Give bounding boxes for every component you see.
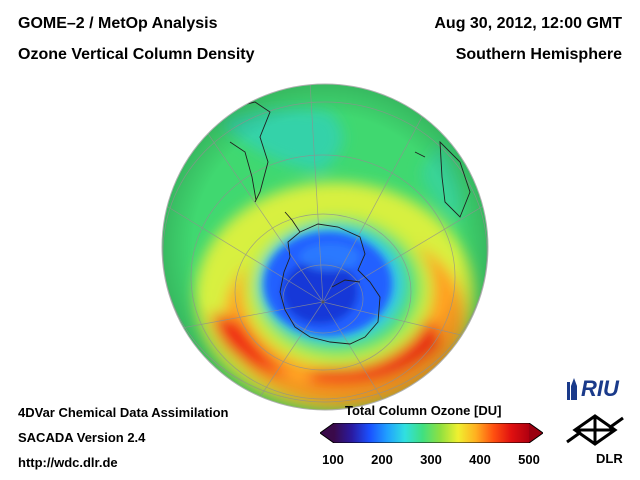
footer-line-2: SACADA Version 2.4 xyxy=(18,430,146,445)
datetime-label: Aug 30, 2012, 12:00 GMT xyxy=(434,15,622,32)
ozone-field xyxy=(162,84,488,410)
ozone-globe-map xyxy=(161,83,489,411)
colorbar-under-arrow xyxy=(320,423,334,443)
colorbar-over-arrow xyxy=(529,423,543,443)
riu-logo-icon: RIU xyxy=(567,376,620,401)
colorbar-tick: 400 xyxy=(469,452,491,467)
colorbar-tick: 100 xyxy=(322,452,344,467)
subtitle-left: Ozone Vertical Column Density xyxy=(18,46,255,63)
title-left: GOME–2 / MetOp Analysis xyxy=(18,15,218,32)
footer-line-1: 4DVar Chemical Data Assimilation xyxy=(18,405,229,420)
footer-url: http://wdc.dlr.de xyxy=(18,455,118,470)
region-label: Southern Hemisphere xyxy=(455,46,622,63)
colorbar-tick: 300 xyxy=(420,452,442,467)
colorbar-tick: 200 xyxy=(371,452,393,467)
dlr-logo-text: DLR xyxy=(596,451,623,466)
colorbar-title: Total Column Ozone [DU] xyxy=(345,403,502,418)
riu-logo-text: RIU xyxy=(581,376,620,401)
colorbar-tick: 500 xyxy=(518,452,540,467)
dlr-logo-icon xyxy=(566,414,624,446)
graticule xyxy=(162,84,488,410)
colorbar-gradient xyxy=(334,423,529,443)
ozone-colorbar xyxy=(320,423,543,443)
